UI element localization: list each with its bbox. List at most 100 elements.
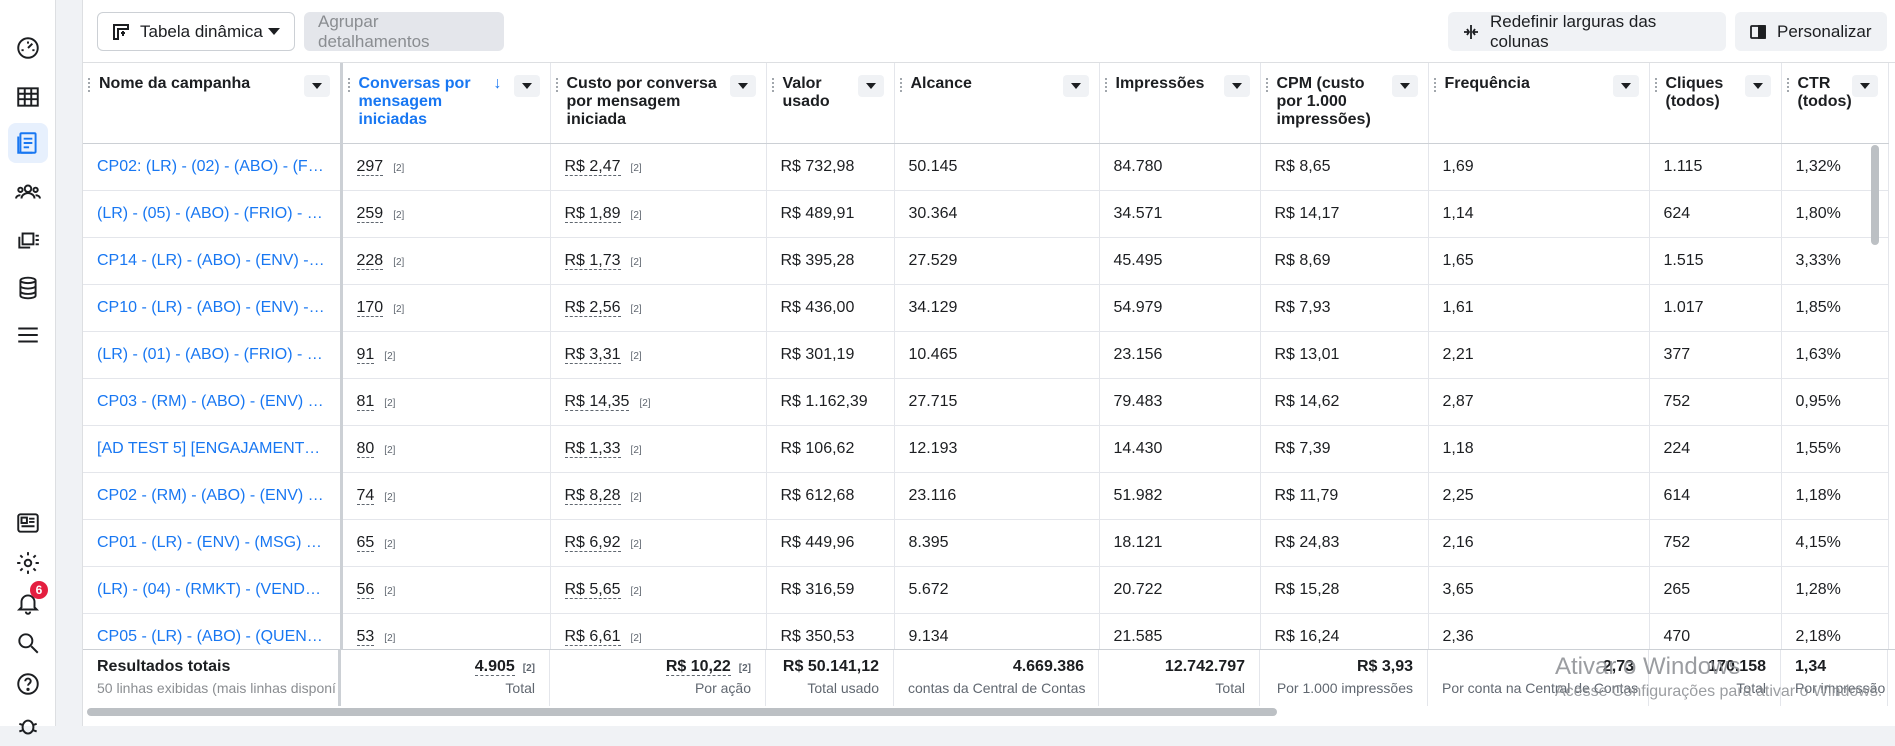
help-icon[interactable] xyxy=(8,664,48,704)
column-header-frequency[interactable]: Frequência xyxy=(1428,63,1650,144)
campaign-name-link[interactable]: CP14 - (LR) - (ABO) - (ENV) - (MSG) xyxy=(83,237,343,285)
clicks-cell: 224 xyxy=(1649,425,1782,473)
cost-per-conversation-cell: R$ 2,47 [2] xyxy=(550,143,767,191)
freq-cell: 3,65 xyxy=(1428,566,1650,614)
campaign-name-link[interactable]: CP02 - (RM) - (ABO) - (ENV) - (MSG) xyxy=(83,472,343,520)
dashboard-gauge-icon[interactable] xyxy=(8,28,48,68)
campaign-name-link[interactable]: CP10 - (LR) - (ABO) - (ENV) - (MSG) xyxy=(83,284,343,332)
table-row[interactable]: (LR) - (04) - (RMKT) - (VENDA) - (ABO)56… xyxy=(83,566,1889,614)
column-header-amount-spent[interactable]: Valor usado xyxy=(766,63,895,144)
campaign-name-link[interactable]: CP02: (LR) - (02) - (ABO) - (FRIO) - (EN… xyxy=(83,143,343,191)
clicks-cell: 752 xyxy=(1649,378,1782,426)
cpm-cell: R$ 16,24 xyxy=(1260,613,1429,649)
vertical-scrollbar[interactable] xyxy=(1871,145,1879,245)
drag-handle-icon[interactable] xyxy=(898,77,903,93)
table-row[interactable]: CP02 - (RM) - (ABO) - (ENV) - (MSG) 74 [2]… xyxy=(83,472,1889,520)
database-icon[interactable] xyxy=(8,268,48,308)
ctr-cell: 3,33% xyxy=(1781,237,1889,285)
campaigns-table: Nome da campanha Conversas por mensagem … xyxy=(83,62,1895,649)
horizontal-scrollbar[interactable] xyxy=(87,708,1277,716)
drag-handle-icon[interactable] xyxy=(554,77,559,93)
column-menu-button[interactable] xyxy=(1062,75,1089,97)
column-menu-button[interactable] xyxy=(303,75,330,97)
drag-handle-icon[interactable] xyxy=(87,77,91,93)
freq-cell: 2,25 xyxy=(1428,472,1650,520)
column-menu-button[interactable] xyxy=(857,75,884,97)
column-header-cpm[interactable]: CPM (custo por 1.000 impressões) xyxy=(1260,63,1429,144)
table-row[interactable]: CP05 - (LR) - (ABO) - (QUENTE) - (MSG)53… xyxy=(83,613,1889,649)
column-header-conversations[interactable]: Conversas por mensagem iniciadas ↓ xyxy=(341,63,551,144)
table-row[interactable]: (LR) - (05) - (ABO) - (FRIO) - (ENV) 259[… xyxy=(83,190,1889,238)
column-header-clicks[interactable]: Cliques (todos) xyxy=(1649,63,1782,144)
group-breakdowns-button[interactable]: Agrupar detalhamentos xyxy=(304,12,504,51)
table-row[interactable]: CP14 - (LR) - (ABO) - (ENV) - (MSG) 228 [2… xyxy=(83,237,1889,285)
impr-cell: 20.722 xyxy=(1099,566,1261,614)
campaign-name-link[interactable]: (LR) - (05) - (ABO) - (FRIO) - (ENV) xyxy=(83,190,343,238)
spent-cell: R$ 106,62 xyxy=(766,425,895,473)
sort-descending-icon[interactable]: ↓ xyxy=(493,75,502,92)
table-row[interactable]: [AD TEST 5] [ENGAJAMENTO/MSG] 80 [2] R$ 1,3… xyxy=(83,425,1889,473)
column-menu-button[interactable] xyxy=(513,75,540,97)
column-menu-button[interactable] xyxy=(1612,75,1639,97)
drag-handle-icon[interactable] xyxy=(1432,77,1437,93)
column-menu-button[interactable] xyxy=(1744,75,1771,97)
column-header-ctr[interactable]: CTR (todos) xyxy=(1781,63,1889,144)
column-header-reach[interactable]: Alcance xyxy=(894,63,1100,144)
table-icon[interactable] xyxy=(8,77,48,117)
drag-handle-icon[interactable] xyxy=(1103,77,1108,93)
campaign-name-link[interactable]: CP01 - (LR) - (ENV) - (MSG) - (ABO) xyxy=(83,519,343,567)
reach-cell: 50.145 xyxy=(894,143,1100,191)
campaign-name-link[interactable]: CP03 - (RM) - (ABO) - (ENV) - (MSG) xyxy=(83,378,343,426)
drag-handle-icon[interactable] xyxy=(770,77,775,93)
table-row[interactable]: CP02: (LR) - (02) - (ABO) - (FRIO) - (EN… xyxy=(83,143,1889,191)
news-icon[interactable] xyxy=(8,503,48,543)
column-menu-button[interactable] xyxy=(1223,75,1250,97)
ctr-cell: 4,15% xyxy=(1781,519,1889,567)
column-header-cost-per-conversation[interactable]: Custo por conversa por mensagem iniciada xyxy=(550,63,767,144)
search-icon[interactable] xyxy=(8,623,48,663)
cpm-cell: R$ 11,79 xyxy=(1260,472,1429,520)
drag-handle-icon[interactable] xyxy=(1785,77,1790,93)
settings-gear-icon[interactable] xyxy=(8,543,48,583)
table-row[interactable]: CP03 - (RM) - (ABO) - (ENV) - (MSG) 81 [2]… xyxy=(83,378,1889,426)
column-menu-button[interactable] xyxy=(729,75,756,97)
bug-report-icon[interactable] xyxy=(8,706,48,746)
reach-cell: 27.715 xyxy=(894,378,1100,426)
spent-cell: R$ 449,96 xyxy=(766,519,895,567)
reach-cell: 5.672 xyxy=(894,566,1100,614)
menu-icon[interactable] xyxy=(8,315,48,355)
totals-cost-per-conversation: R$ 10,22 [2] Por ação xyxy=(550,650,766,706)
campaign-name-link[interactable]: [AD TEST 5] [ENGAJAMENTO/MSG] xyxy=(83,425,343,473)
audiences-icon[interactable] xyxy=(8,172,48,212)
drag-handle-icon[interactable] xyxy=(1653,77,1658,93)
table-row[interactable]: CP01 - (LR) - (ENV) - (MSG) - (ABO) 65 [2]… xyxy=(83,519,1889,567)
column-menu-button[interactable] xyxy=(1851,75,1878,97)
campaign-name-link[interactable]: CP05 - (LR) - (ABO) - (QUENTE) - (MSG) xyxy=(83,613,343,649)
reset-column-widths-button[interactable]: Redefinir larguras das colunas xyxy=(1448,12,1726,51)
column-header-campaign-name[interactable]: Nome da campanha xyxy=(83,63,343,144)
campaign-name-link[interactable]: (LR) - (01) - (ABO) - (FRIO) - (ENV) xyxy=(83,331,343,379)
clicks-cell: 470 xyxy=(1649,613,1782,649)
drag-handle-icon[interactable] xyxy=(1264,77,1269,93)
ctr-cell: 1,32% xyxy=(1781,143,1889,191)
campaigns-icon[interactable] xyxy=(8,123,48,163)
table-row[interactable]: (LR) - (01) - (ABO) - (FRIO) - (ENV) 91 [2… xyxy=(83,331,1889,379)
chevron-down-icon xyxy=(268,28,280,35)
spent-cell: R$ 395,28 xyxy=(766,237,895,285)
clicks-cell: 1.515 xyxy=(1649,237,1782,285)
conversations-cell: 56 [2] xyxy=(341,566,551,614)
column-menu-button[interactable] xyxy=(1391,75,1418,97)
pivot-table-dropdown[interactable]: Tabela dinâmica xyxy=(97,12,295,51)
clicks-cell: 614 xyxy=(1649,472,1782,520)
column-header-impressions[interactable]: Impressões xyxy=(1099,63,1261,144)
table-row[interactable]: CP10 - (LR) - (ABO) - (ENV) - (MSG) 170 [2… xyxy=(83,284,1889,332)
reach-cell: 8.395 xyxy=(894,519,1100,567)
reporting-panel: Tabela dinâmica Agrupar detalhamentos Re… xyxy=(82,0,1895,726)
notifications-bell-icon[interactable]: 6 xyxy=(8,581,48,623)
ads-library-icon[interactable] xyxy=(8,220,48,260)
customize-button[interactable]: Personalizar xyxy=(1735,12,1887,51)
drag-handle-icon[interactable] xyxy=(346,77,351,93)
conversations-cell: 74 [2] xyxy=(341,472,551,520)
campaign-name-link[interactable]: (LR) - (04) - (RMKT) - (VENDA) - (ABO) xyxy=(83,566,343,614)
reset-column-widths-label: Redefinir larguras das colunas xyxy=(1490,11,1657,51)
